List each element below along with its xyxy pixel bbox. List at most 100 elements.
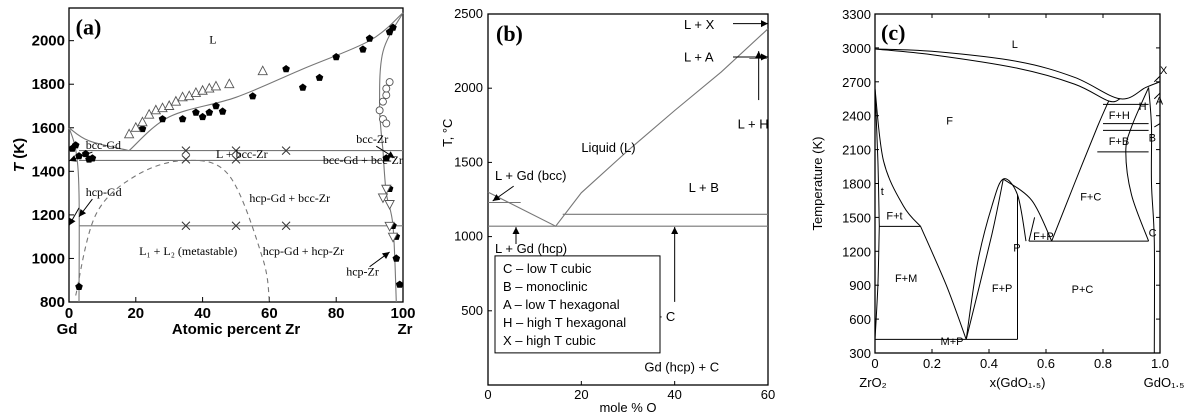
open-up-triangle-a: [130, 121, 142, 132]
filled-point-a: [192, 108, 200, 116]
y-tick-label-c: 1800: [842, 177, 871, 192]
region-label-a: L: [209, 32, 216, 46]
region-label-c: X: [1160, 65, 1168, 77]
y-tick-label-a: 1600: [32, 120, 65, 137]
cross-marker-a: [181, 155, 191, 164]
phase-boundary-c: [1125, 87, 1150, 242]
phase-boundary-c: [1002, 178, 1053, 242]
x-tick-label-b: 0: [484, 387, 491, 402]
filled-point-a: [392, 254, 401, 262]
arrow-hcp-gd-a-head: [79, 209, 87, 217]
filled-point-a: [88, 154, 97, 162]
region-label-a: bcc-Gd + bcc-Zr: [323, 153, 403, 167]
y-tick-label-a: 1800: [32, 76, 65, 93]
cross-marker-a: [231, 146, 241, 155]
cross-marker-a: [181, 146, 191, 155]
x-axis-label-a: Atomic percent Zr: [172, 321, 301, 338]
phase-boundary-c: [1153, 92, 1161, 100]
y-tick-label-b: 2000: [454, 80, 483, 95]
filled-point-a: [248, 92, 257, 100]
x-tick-label-a: 20: [127, 305, 144, 322]
legend-item-b: X – high T cubic: [503, 333, 596, 348]
x-tick-label-c: 0: [871, 356, 878, 371]
open-circle-a: [382, 84, 391, 93]
filled-point-a: [332, 53, 340, 61]
filled-point-a: [315, 73, 324, 81]
region-label-c: F+B: [1109, 136, 1129, 148]
panel-label-c: (c): [881, 20, 905, 45]
filled-point-a: [212, 102, 220, 110]
x-tick-label-c: 1.0: [1151, 356, 1169, 371]
filled-point-a: [158, 115, 167, 123]
x-tick-label-c: 0.8: [1094, 356, 1112, 371]
region-label-c: C: [1149, 228, 1157, 240]
region-label-a: hcp-Zr: [346, 265, 379, 279]
plot-frame-a: [68, 7, 404, 303]
filled-point-a: [75, 282, 83, 290]
gd-solvus-a: [68, 127, 80, 303]
liquidus-c: [874, 48, 1161, 100]
open-up-triangle-a: [224, 78, 235, 89]
y-tick-label-c: 900: [849, 278, 871, 293]
region-label-a: hcp-Gd + hcp-Zr: [263, 244, 344, 258]
region-label-c: F+P: [992, 283, 1012, 295]
panel-c: 0 0.2 0.4 0.6 0.8 1.0 300 600 900 1200 1500 1800 210…: [810, 7, 1184, 390]
cross-marker-a: [181, 221, 191, 231]
y-tick-label-c: 2700: [842, 75, 871, 90]
x-tick-label-a: 80: [328, 305, 345, 322]
phase-boundary-c: [965, 178, 1027, 340]
filled-point-a: [138, 124, 147, 133]
panel-b: 0 20 40 60 500 1000 1500 2000 2500 mole % O T, °C L…: [440, 6, 775, 414]
open-down-triangle-a: [384, 200, 395, 210]
open-circle-a: [375, 106, 384, 115]
phase-boundary-c: [1051, 100, 1110, 242]
filled-point-a: [395, 280, 404, 288]
y-tick-label-c: 3300: [842, 7, 871, 22]
phase-boundary-c: [1154, 123, 1161, 128]
legend-box-b: [494, 255, 661, 354]
open-up-triangle-a: [257, 65, 268, 76]
y-tick-label-b: 1500: [454, 154, 483, 169]
y-tick-label-a: 800: [40, 294, 65, 311]
region-label-a: L + bcc-Zr: [216, 147, 268, 161]
filled-point-a: [282, 65, 290, 73]
x-end-label-gd: Gd: [57, 321, 78, 338]
region-label-a: hcp-Gd: [86, 185, 122, 199]
y-tick-label-b: 2500: [454, 6, 483, 21]
filled-point-a: [198, 112, 207, 121]
region-label-a: bcc-Zr: [356, 132, 388, 146]
region-label-c: F: [946, 116, 953, 128]
y-tick-label-c: 300: [849, 346, 871, 361]
region-label-c: M+P: [941, 336, 964, 348]
x-tick-label-c: 0.2: [923, 356, 941, 371]
cross-marker-a: [281, 146, 291, 155]
filled-point-a: [299, 83, 307, 91]
liquidus-b: [487, 28, 769, 227]
y-tick-label-a: 1000: [32, 250, 65, 267]
phase-boundary-c: [874, 88, 880, 227]
arrow-hcp-gd2-a-head: [69, 217, 76, 226]
x-axis-label-b: mole % O: [599, 400, 656, 414]
region-label-c: P+C: [1072, 284, 1094, 296]
phase-boundary-c: [874, 88, 921, 227]
region-label-a: hcp-Gd + bcc-Zr: [249, 191, 330, 205]
region-label-b: L + B: [689, 180, 719, 195]
cross-marker-a: [231, 155, 241, 164]
cross-marker-a: [231, 221, 241, 231]
x-end-label-zro2: ZrO₂: [859, 375, 886, 390]
region-label-b: L + Gd (bcc): [495, 168, 566, 183]
y-tick-label-b: 500: [461, 303, 483, 318]
legend-item-b: H – high T hexagonal: [503, 315, 626, 330]
region-label-c: F+P: [1033, 231, 1053, 243]
open-down-triangle-a: [377, 193, 389, 204]
filled-point-a: [71, 141, 80, 149]
arrow-h-b-head: [755, 51, 763, 59]
y-axis-label-c: Temperature (K): [810, 137, 825, 231]
arrow-hcp-zr-a-head: [381, 252, 390, 259]
open-circle-a: [385, 78, 394, 86]
y-tick-label-a: 2000: [32, 33, 65, 50]
filled-point-a: [178, 115, 187, 123]
region-label-c: B: [1149, 133, 1156, 145]
arrow-c-b-head: [671, 226, 679, 234]
region-label-c: F+C: [1080, 191, 1101, 203]
